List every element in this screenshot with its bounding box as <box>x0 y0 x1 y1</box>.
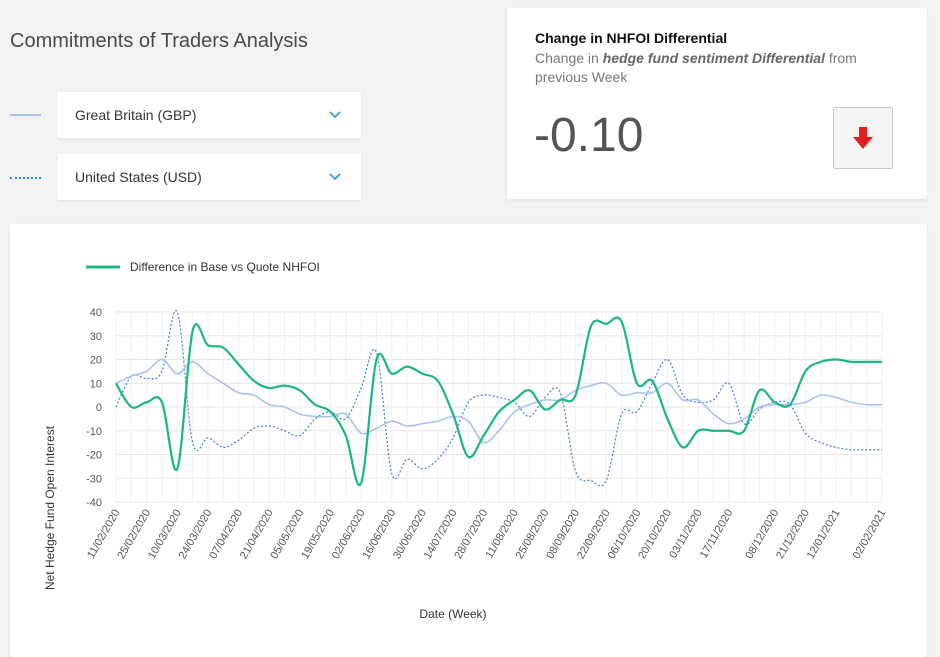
trend-indicator <box>833 107 893 169</box>
y-tick-label: -20 <box>86 450 102 462</box>
base-currency-select[interactable]: Great Britain (GBP) <box>57 92 361 138</box>
card-subtitle-suffix: from previous Week <box>535 50 857 85</box>
card-subtitle-emphasis: hedge fund sentiment Differential <box>602 50 825 66</box>
y-tick-label: 20 <box>90 355 102 367</box>
card-subtitle-prefix: Change in <box>535 50 603 66</box>
base-currency-label: Great Britain (GBP) <box>75 107 197 123</box>
series-lines <box>115 309 883 487</box>
y-tick-label: 40 <box>90 307 102 319</box>
card-title: Change in NHFOI Differential <box>535 30 728 46</box>
series-line-great-britain-gbp- <box>115 358 883 444</box>
gbp-line-swatch <box>10 114 41 116</box>
series-line-difference-in-base-vs-quote-nhfoi <box>115 316 882 487</box>
nhfoi-change-card: Change in NHFOI Differential Change in h… <box>507 8 927 199</box>
quote-currency-label: United States (USD) <box>75 169 202 185</box>
y-tick-label: 10 <box>90 378 102 390</box>
legend-label: Difference in Base vs Quote NHFOI <box>130 260 320 274</box>
grid-lines <box>115 311 883 503</box>
y-tick-label: 30 <box>90 331 102 343</box>
x-tick-label: 02/02/2021 <box>851 508 889 562</box>
usd-line-swatch <box>10 177 41 179</box>
base-currency-row: Great Britain (GBP) <box>10 92 361 138</box>
x-axis-title: Date (Week) <box>419 607 486 621</box>
y-tick-label: -10 <box>86 426 102 438</box>
nhfoi-line-chart: Difference in Base vs Quote NHFOI 40 30 20… <box>43 260 889 621</box>
y-tick-label: -30 <box>86 473 102 485</box>
change-value: -0.10 <box>534 109 644 162</box>
y-tick-label: 0 <box>96 402 102 414</box>
chevron-down-icon <box>329 111 341 119</box>
series-line-united-states-usd- <box>115 309 882 487</box>
x-axis-ticks: 11/02/202025/02/202010/03/202024/03/2020… <box>85 508 889 562</box>
y-tick-label: -40 <box>86 497 102 509</box>
quote-currency-select[interactable]: United States (USD) <box>57 154 361 200</box>
y-axis-ticks: 40 30 20 10 0 -10 -20 -30 -40 <box>86 307 102 509</box>
chevron-down-icon <box>329 173 341 181</box>
y-axis-title: Net Hedge Fund Open Interest <box>43 425 57 590</box>
arrow-down-icon <box>853 127 873 149</box>
chart-card: Difference in Base vs Quote NHFOI 40 30 20… <box>10 224 927 657</box>
quote-currency-row: United States (USD) <box>10 154 361 200</box>
page-title: Commitments of Traders Analysis <box>10 30 308 52</box>
card-subtitle: Change in hedge fund sentiment Different… <box>535 49 885 87</box>
